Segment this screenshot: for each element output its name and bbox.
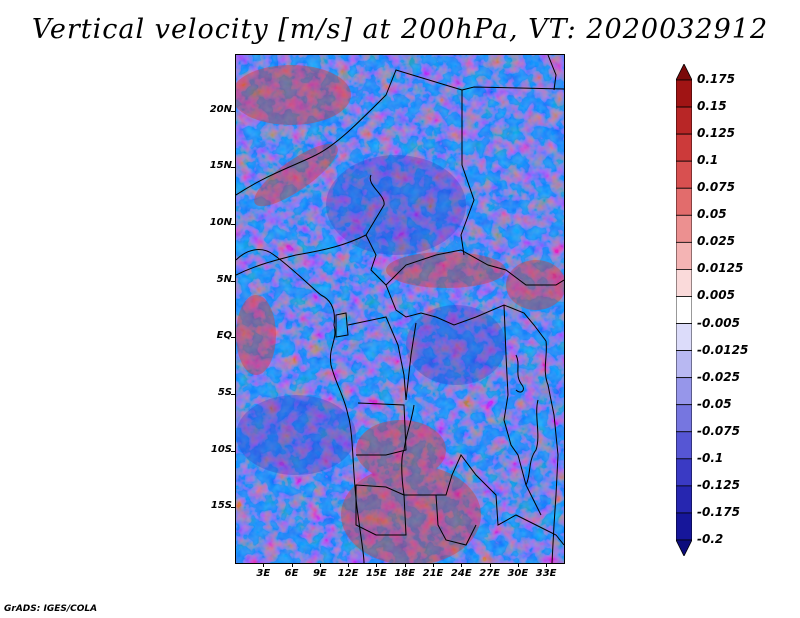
lat-label: 5N [216, 273, 232, 285]
lat-tick [231, 224, 235, 225]
colorbar-swatch [675, 377, 693, 406]
lon-tick [404, 563, 406, 567]
lat-label: 10S [210, 443, 232, 455]
colorbar-label: 0.005 [697, 288, 735, 303]
lon-tick [489, 563, 491, 567]
lat-tick [231, 507, 235, 509]
lat-label: 15N [209, 160, 232, 172]
colorbar-label: 0.1 [697, 153, 719, 168]
lon-label: 18E [394, 568, 416, 579]
colorbar-top-arrow [675, 63, 693, 81]
colorbar-bottom-arrow [675, 539, 693, 557]
colorbar-swatch [675, 512, 693, 541]
lat-tick [231, 280, 235, 282]
lat-label: EQ [216, 330, 232, 342]
vertical-velocity-field [236, 55, 564, 563]
colorbar-label: -0.2 [697, 532, 724, 546]
colorbar-label: 0.075 [697, 180, 735, 195]
lat-label: 5S [217, 387, 232, 398]
lon-tick [348, 563, 350, 567]
lat-tick [231, 167, 235, 169]
colorbar-label: -0.1 [697, 450, 724, 465]
colorbar-label: -0.0125 [697, 342, 749, 357]
lon-label: 24E [450, 568, 472, 579]
lon-tick [291, 563, 293, 567]
colorbar-label: -0.005 [697, 315, 740, 330]
colorbar-swatch [675, 269, 693, 297]
lon-label: 30E [507, 568, 529, 579]
colorbar-label: -0.175 [697, 504, 740, 519]
lon-tick [263, 563, 265, 567]
lat-tick [231, 450, 235, 452]
lon-label: 33E [535, 568, 557, 579]
lon-label: 27E [479, 568, 500, 579]
grads-credit: GrADS: IGES/COLA [4, 604, 98, 614]
colorbar-label: 0.025 [697, 234, 735, 249]
colorbar-swatch [675, 350, 693, 379]
colorbar-swatch [675, 296, 693, 324]
colorbar-label: -0.025 [697, 369, 740, 384]
lon-label: 12E [337, 568, 359, 579]
colorbar-label: -0.05 [697, 396, 732, 411]
colorbar-swatch [675, 431, 693, 460]
colorbar-swatch [675, 458, 693, 487]
colorbar-swatch [675, 241, 693, 270]
colorbar-swatch [675, 187, 693, 216]
lon-tick [376, 563, 378, 567]
colorbar-swatch [675, 133, 693, 162]
colorbar [675, 63, 693, 557]
colorbar-label: -0.075 [697, 423, 740, 438]
colorbar-label: 0.15 [697, 99, 727, 114]
colorbar-swatch [675, 323, 693, 351]
lon-label: 9E [312, 568, 327, 579]
colorbar-swatch [675, 214, 693, 243]
map-title: Vertical velocity [m/s] at 200hPa, VT: 2… [31, 14, 769, 45]
colorbar-swatches [675, 63, 693, 557]
lon-label: 15E [366, 568, 387, 579]
lon-tick [546, 563, 548, 567]
lon-tick [461, 563, 463, 567]
map-panel [235, 54, 565, 564]
lon-label: 6E [284, 568, 299, 579]
lat-label: 20N [209, 103, 232, 115]
colorbar-swatch [675, 160, 693, 189]
colorbar-label: 0.125 [697, 126, 735, 141]
lat-tick [231, 394, 235, 395]
colorbar-swatch [675, 485, 693, 514]
lon-tick [319, 563, 321, 567]
colorbar-swatch [675, 79, 693, 108]
lon-label: 21E [422, 568, 444, 579]
lon-label: 3E [256, 568, 271, 579]
colorbar-label: -0.125 [697, 477, 740, 492]
lat-tick [231, 110, 235, 112]
lat-label: 10N [209, 217, 232, 228]
colorbar-label: 0.175 [697, 72, 735, 86]
colorbar-label: 0.0125 [697, 261, 744, 276]
colorbar-swatch [675, 106, 693, 135]
colorbar-label: 0.05 [697, 207, 727, 222]
lon-tick [433, 563, 434, 567]
lat-tick [231, 337, 235, 339]
colorbar-swatch [675, 404, 693, 433]
lon-tick [517, 563, 519, 567]
lat-label: 15S [210, 500, 232, 512]
